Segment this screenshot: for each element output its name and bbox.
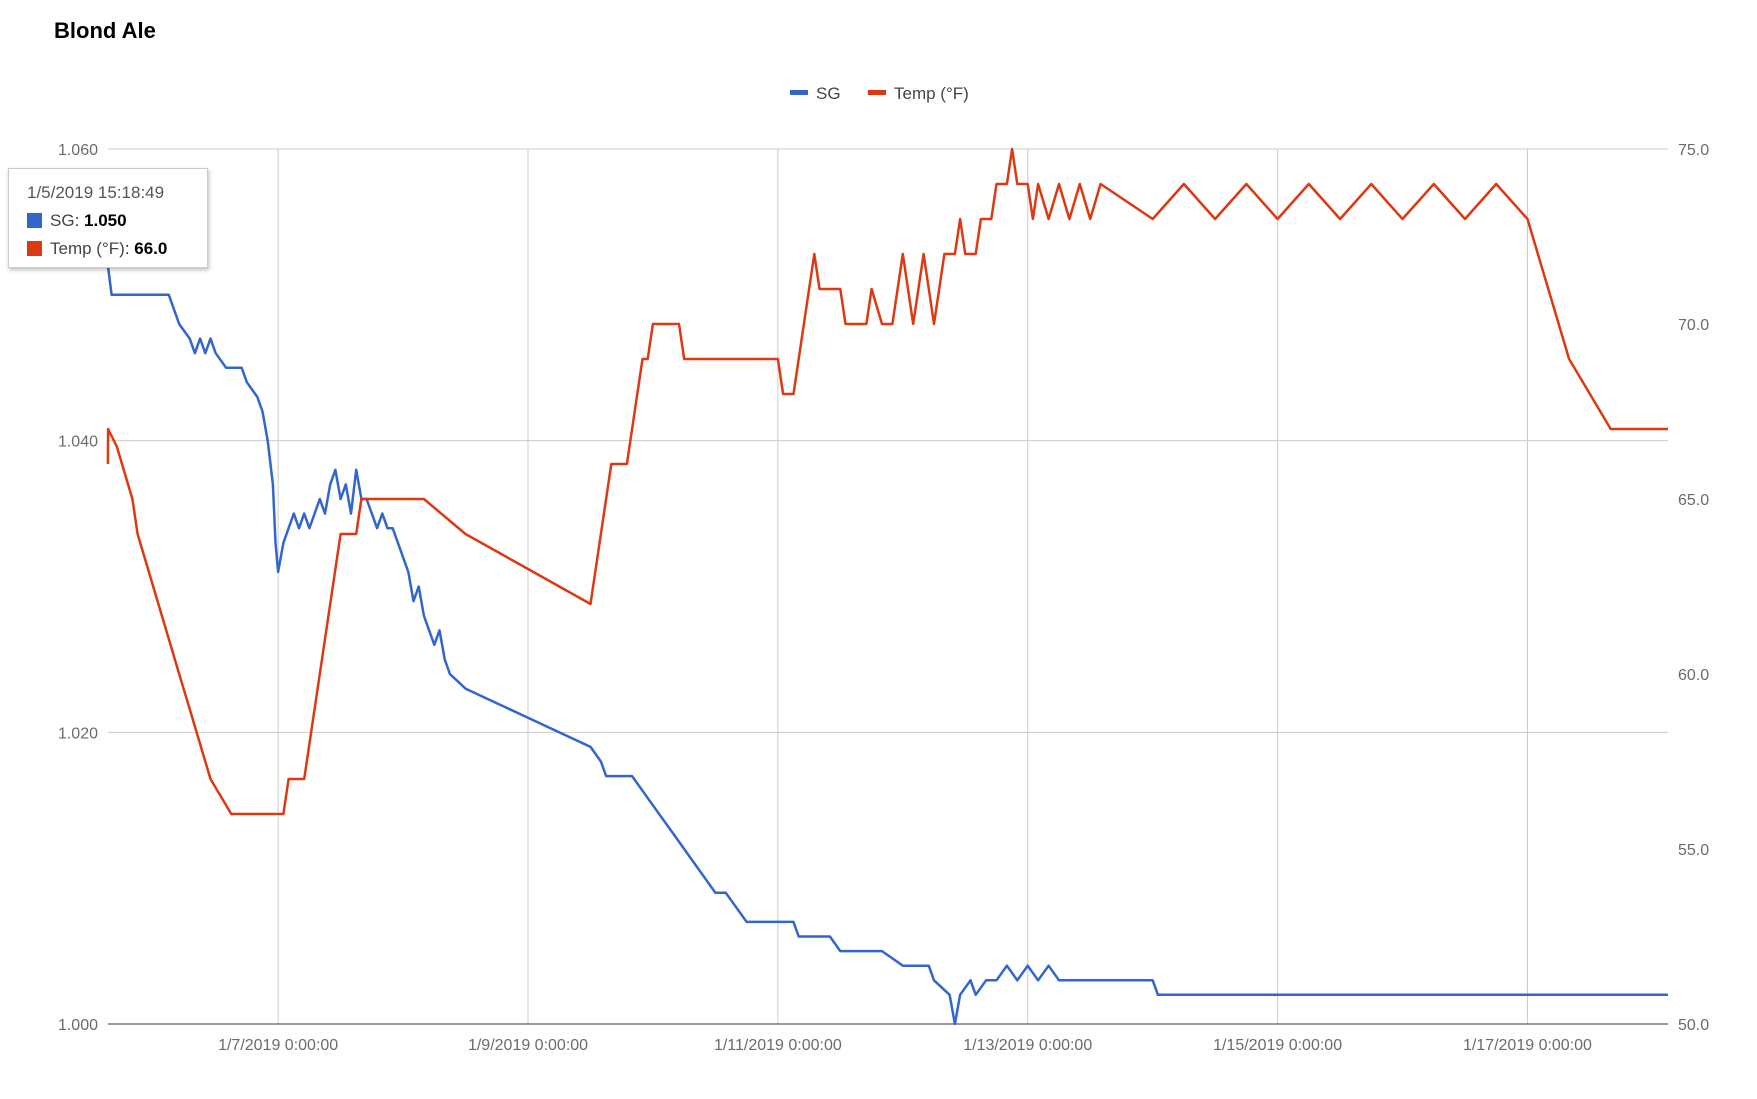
y-left-tick-label: 1.060: [58, 142, 98, 159]
y-right-tick-label: 60.0: [1678, 667, 1709, 684]
y-left-tick-label: 1.020: [58, 725, 98, 742]
legend-sg-label: SG: [816, 84, 841, 103]
plot-lines: [106, 147, 1668, 1026]
sg-series-line: [106, 265, 1668, 1026]
x-tick-label: 1/11/2019 0:00:00: [714, 1037, 842, 1054]
gridlines: [108, 148, 1668, 1025]
y-left-tick-label: 1.040: [58, 434, 98, 451]
temp-swatch: [27, 241, 42, 256]
x-tick-label: 1/13/2019 0:00:00: [963, 1037, 1092, 1054]
legend-temp-swatch: [868, 90, 886, 95]
x-tick-label: 1/15/2019 0:00:00: [1213, 1037, 1342, 1054]
tooltip-temp-value: 66.0: [134, 239, 168, 258]
legend-sg-swatch: [790, 90, 808, 95]
tooltip-sg-value: 1.050: [84, 211, 127, 230]
temp-series-line: [106, 147, 1668, 816]
chart-title: Blond Ale: [54, 18, 156, 43]
legend-temp-label: Temp (°F): [894, 84, 969, 103]
tooltip: 1/5/2019 15:18:49 SG: 1.050 Temp (°F): 6…: [8, 168, 208, 268]
x-axis: 1/7/2019 0:00:00 1/9/2019 0:00:00 1/11/201…: [218, 1037, 1592, 1054]
legend: SG Temp (°F): [790, 84, 969, 103]
y-right-tick-label: 75.0: [1678, 142, 1709, 159]
x-tick-label: 1/17/2019 0:00:00: [1463, 1037, 1592, 1054]
y-right-tick-label: 55.0: [1678, 842, 1709, 859]
tooltip-date: 1/5/2019 15:18:49: [27, 183, 165, 202]
tooltip-sg-label: SG: [50, 211, 75, 230]
y-axis-left: 1.000 1.020 1.040 1.060: [58, 142, 98, 1034]
y-left-tick-label: 1.000: [58, 1017, 98, 1034]
y-right-tick-label: 70.0: [1678, 317, 1709, 334]
x-tick-label: 1/9/2019 0:00:00: [468, 1037, 588, 1054]
tooltip-row-sg: SG: 1.050: [27, 207, 207, 235]
tooltip-row-temp: Temp (°F): 66.0: [27, 235, 207, 263]
y-right-tick-label: 50.0: [1678, 1017, 1709, 1034]
y-axis-right: 50.0 55.0 60.0 65.0 70.0 75.0: [1678, 142, 1709, 1034]
sg-swatch: [27, 213, 42, 228]
y-right-tick-label: 65.0: [1678, 492, 1709, 509]
x-tick-label: 1/7/2019 0:00:00: [218, 1037, 338, 1054]
tooltip-temp-label: Temp (°F): [50, 239, 125, 258]
